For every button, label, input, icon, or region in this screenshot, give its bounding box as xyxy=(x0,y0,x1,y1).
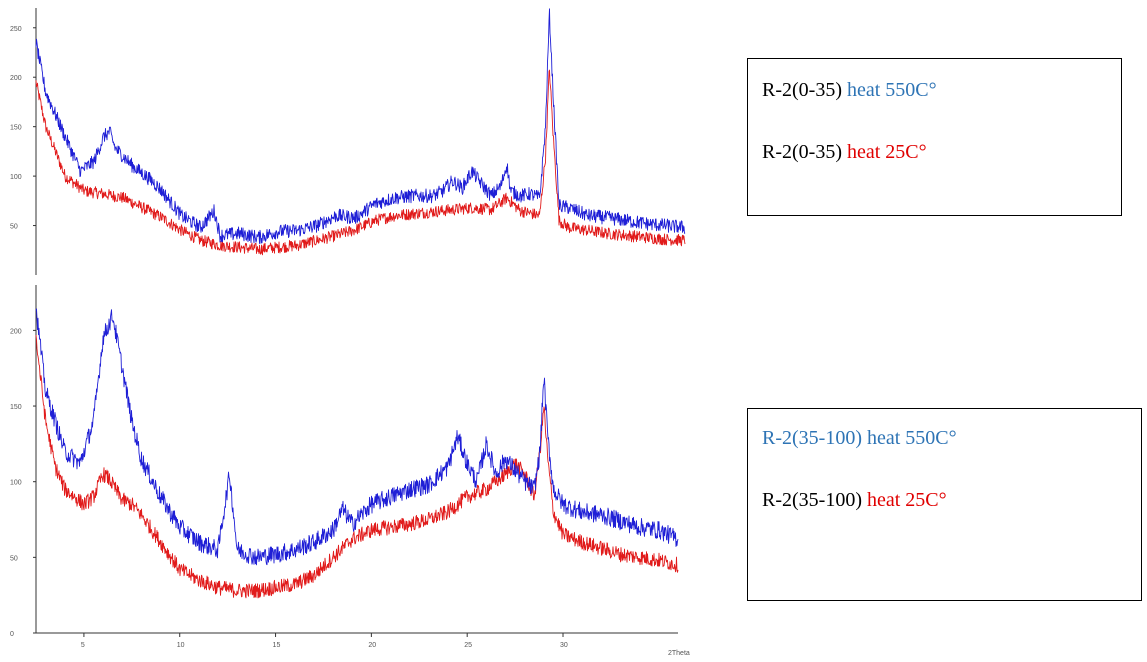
top-panel: 50 100 150 200 250 xyxy=(10,8,686,275)
red-series-line xyxy=(35,69,686,256)
legend-top-blue-suffix: heat 550C° xyxy=(846,79,937,101)
legend-bottom-red-prefix: R-2(35-100) xyxy=(762,489,867,511)
y-tick-label: 200 xyxy=(10,75,22,82)
y-tick-label: 100 xyxy=(10,480,22,487)
x-tick-label: 20 xyxy=(368,642,376,649)
y-tick-label: 150 xyxy=(10,125,22,132)
legend-top-line-blue: R-2(0-35) heat 550C° xyxy=(762,79,937,102)
legend-top-line-red: R-2(0-35) heat 25C° xyxy=(762,141,927,164)
legend-top-red-prefix: R-2(0-35) xyxy=(762,141,847,163)
legend-bottom: R-2(35-100) heat 550C° R-2(35-100) heat … xyxy=(747,408,1142,601)
legend-bottom-red-suffix: heat 25C° xyxy=(866,489,947,511)
legend-top-blue-prefix: R-2(0-35) xyxy=(762,79,847,101)
red-series-line xyxy=(35,335,679,599)
legend-top-red-suffix: heat 25C° xyxy=(846,141,927,163)
legend-bottom-line-blue: R-2(35-100) heat 550C° xyxy=(762,427,957,450)
y-tick-label: 150 xyxy=(10,404,22,411)
legend-bottom-blue-suffix: R-2(35-100) heat 550C° xyxy=(762,427,957,449)
x-tick-label: 30 xyxy=(560,642,568,649)
x-tick-label: 25 xyxy=(464,642,472,649)
y-tick-label: 50 xyxy=(10,555,18,562)
y-tick-label: 200 xyxy=(10,328,22,335)
y-tick-label: 100 xyxy=(10,174,22,181)
y-tick-label: 0 xyxy=(10,631,14,638)
bottom-panel: 0 50 100 150 200 5 10 15 20 25 30 2Theta xyxy=(10,285,690,657)
legend-top: R-2(0-35) heat 550C° R-2(0-35) heat 25C° xyxy=(747,58,1122,216)
legend-bottom-line-red: R-2(35-100) heat 25C° xyxy=(762,489,947,512)
y-tick-label: 50 xyxy=(10,224,18,231)
blue-series-line xyxy=(35,308,679,566)
x-axis-label: 2Theta xyxy=(668,650,690,657)
y-tick-label: 250 xyxy=(10,26,22,33)
blue-series-line xyxy=(35,8,686,244)
x-tick-label: 5 xyxy=(81,642,85,649)
x-tick-label: 10 xyxy=(177,642,185,649)
x-tick-label: 15 xyxy=(273,642,281,649)
